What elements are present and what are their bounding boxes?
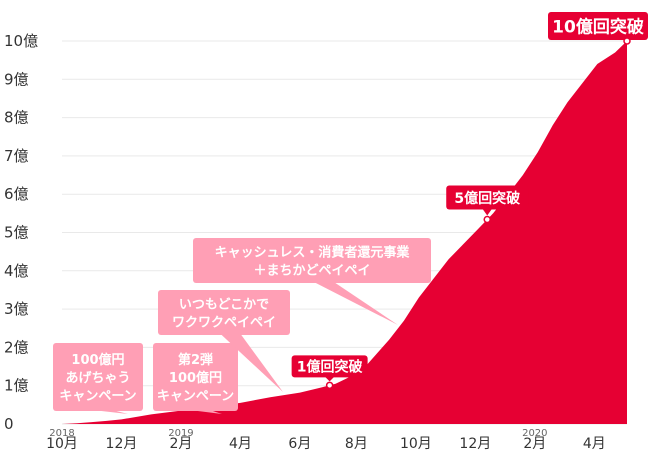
y-tick-label: 6億 [4,185,29,203]
milestone-callouts: 1億回突破 5億回突破 10億回突破 [291,12,648,390]
x-tick-label: 12月 [459,436,491,452]
y-tick-label: 10億 [4,32,38,50]
milestone-box [548,12,648,40]
x-tick-label: 4月 [229,436,252,452]
y-tick-label: 2億 [4,338,29,356]
y-tick-label: 5億 [4,224,29,242]
callout-pointer [313,282,398,325]
x-tick-label: 12月 [106,436,138,452]
milestone-callout: 10億回突破 [548,12,648,45]
campaign-callout: キャッシュレス・消費者還元事業 ＋まちかどペイペイ [193,238,431,325]
callout-box [153,343,238,411]
x-year-label: 2019 [168,428,193,439]
x-year-label: 2020 [522,428,547,439]
callout-text: あげちゃう [65,370,130,386]
x-tick-label: 10月 [400,436,432,452]
milestone-point [483,215,491,224]
y-tick-label: 1億 [4,377,29,395]
y-tick-label: 9億 [4,70,29,88]
callout-pointer [220,334,283,392]
area-series [62,41,627,424]
milestone-callout: 1億回突破 [291,355,368,390]
x-tick-label: 10月 [46,436,78,452]
milestone-point [325,381,334,390]
milestone-label: 1億回突破 [297,359,363,376]
milestone-box [446,185,529,210]
callout-box [193,238,431,283]
x-tick-label: 8月 [345,436,368,452]
milestone-label: 5億回突破 [454,190,520,207]
callout-text: キャンペーン [157,389,234,404]
milestone-box [291,355,368,378]
x-tick-label: 6月 [288,436,311,452]
x-year-label: 2018 [49,428,74,439]
y-axis: 0 1億 2億 3億 4億 5億 6億 7億 8億 9億 10億 [4,32,38,433]
milestone-point [623,37,631,45]
callout-text: 100億円 [169,370,222,386]
y-tick-label: 3億 [4,300,29,318]
callout-text: いつもどこかで [179,298,269,313]
x-tick-label: 4月 [583,436,606,452]
callout-text: キャンペーン [59,389,136,404]
milestone-pointer [324,376,335,382]
callout-text: 100億円 [71,352,124,368]
milestone-callout: 5億回突破 [446,185,529,224]
area-fill [62,41,627,424]
x-tick-label: 2月 [523,436,546,452]
callout-text: ワクワクペイペイ [172,316,276,331]
milestone-label: 10億回突破 [552,16,644,37]
y-tick-label: 0 [4,415,14,433]
callout-box [158,290,290,335]
callout-text: キャッシュレス・消費者還元事業 [215,245,411,261]
y-tick-label: 4億 [4,262,29,280]
milestone-pointer [482,208,493,216]
callout-box [53,343,143,411]
campaign-callouts: 100億円あげちゃうキャンペーン第2弾100億円キャンペーンいつもどこかでワクワ… [53,238,431,414]
x-tick-label: 2月 [169,436,192,452]
y-tick-label: 8億 [4,109,29,127]
callout-text: ＋まちかどペイペイ [253,264,370,279]
y-tick-label: 7億 [4,147,29,165]
callout-text: 第2弾 [178,352,213,368]
